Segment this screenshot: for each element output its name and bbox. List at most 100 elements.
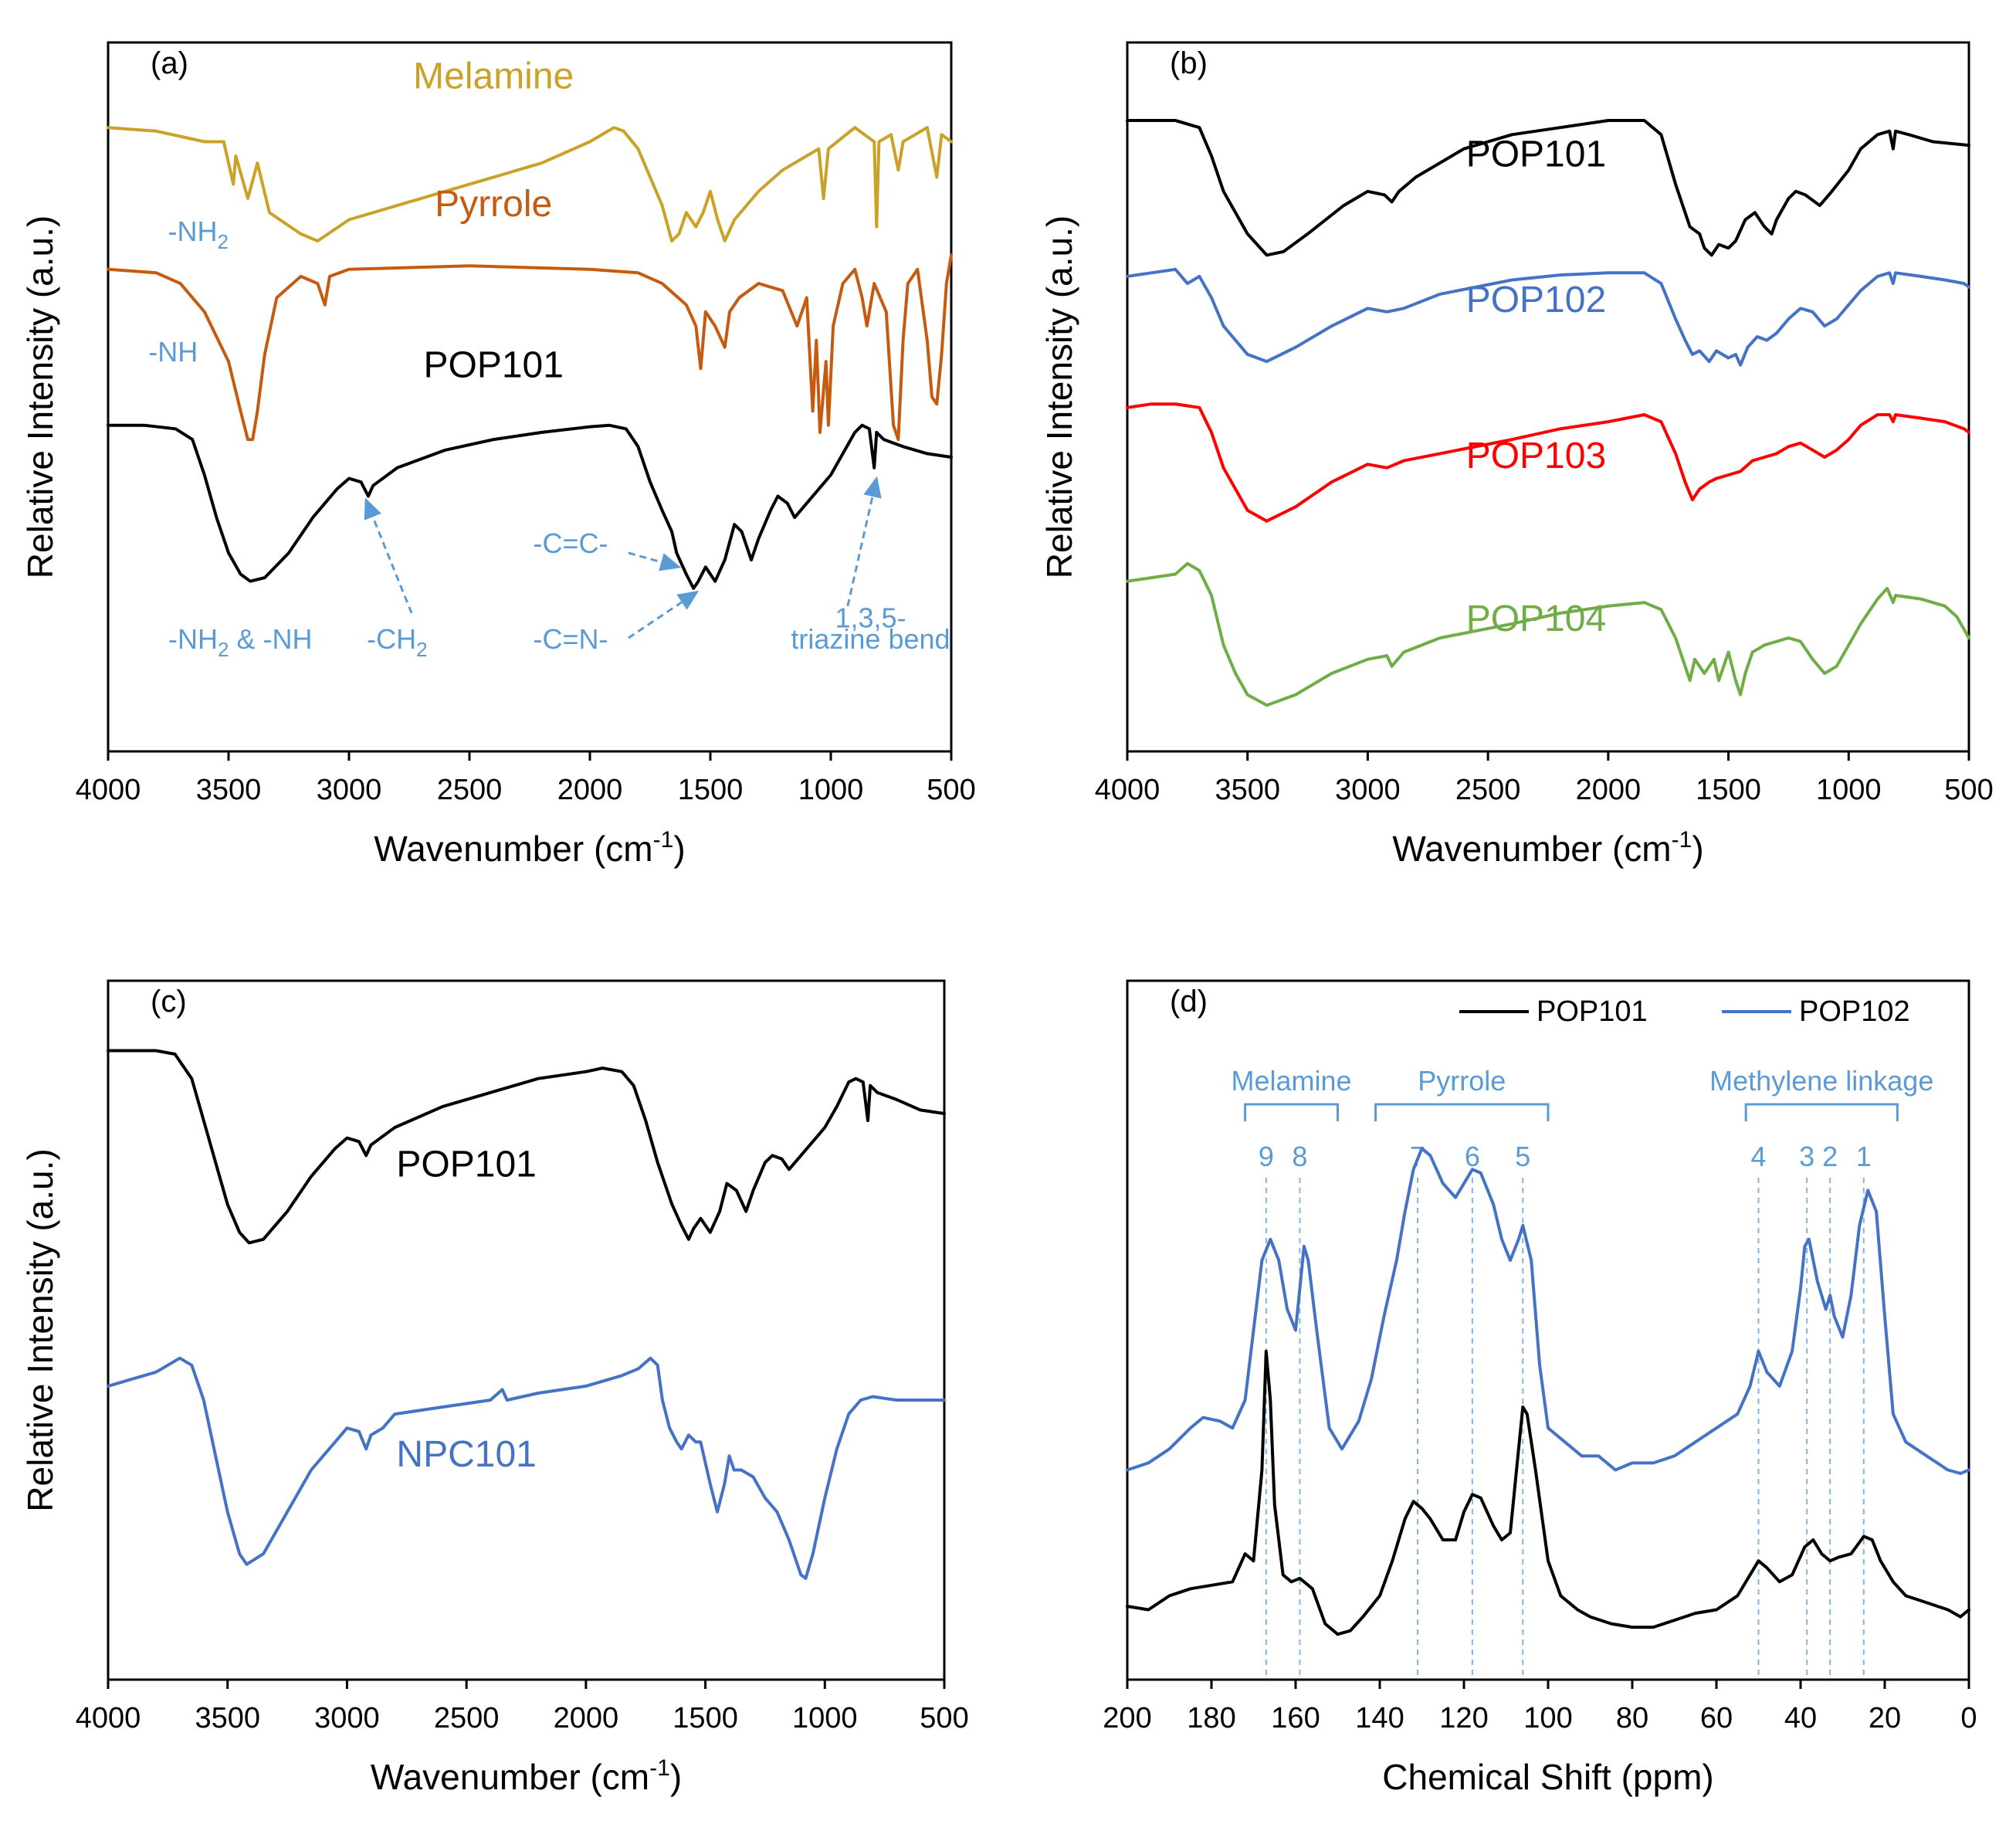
- y-axis-title: Relative Intensity (a.u.): [1039, 215, 1079, 578]
- x-tick-label: 1000: [798, 774, 864, 806]
- group-bracket: [1244, 1103, 1339, 1121]
- x-tick-label: 1000: [1816, 774, 1882, 806]
- plot-frame: [1126, 41, 1970, 753]
- series-label: POP101: [396, 1144, 536, 1185]
- series-label: NPC101: [396, 1434, 536, 1475]
- plot-frame: [107, 979, 946, 1681]
- x-tick-label: 100: [1523, 1702, 1572, 1734]
- annotation-label: -CH2: [367, 623, 427, 661]
- x-tick-label: 180: [1187, 1702, 1235, 1734]
- x-tick-label: 3500: [195, 1702, 260, 1734]
- peak-number: 1: [1856, 1141, 1872, 1172]
- x-axis-title-main: Wavenumber (cm: [1392, 829, 1671, 869]
- annotation-label: -C=C-: [534, 527, 608, 559]
- x-tick-label: 1500: [673, 1702, 738, 1734]
- legend-label: POP102: [1799, 995, 1910, 1028]
- legend-label: POP101: [1537, 995, 1648, 1028]
- x-tick-label: 1500: [1696, 774, 1761, 806]
- peak-number: 8: [1292, 1141, 1307, 1172]
- annotation-arrow: [628, 551, 682, 571]
- panel-letter: (a): [151, 46, 188, 80]
- x-tick-label: 2000: [557, 774, 623, 806]
- annotation-text: -C=N-: [534, 623, 608, 655]
- series-label: POP103: [1466, 436, 1606, 476]
- series-label: Melamine: [413, 56, 574, 97]
- x-tick-label: 200: [1103, 1702, 1151, 1734]
- series-label: POP101: [1466, 134, 1606, 175]
- x-tick-label: 2000: [554, 1702, 619, 1734]
- x-axis-title-main: Wavenumber (cm: [371, 1757, 649, 1797]
- annotation-arrow: [364, 497, 413, 614]
- x-axis-title-sup: -1: [1672, 827, 1692, 853]
- peak-number: 5: [1515, 1141, 1530, 1172]
- annotation-label: 1,3,5-: [835, 602, 906, 633]
- series-line-npc101: [107, 1356, 946, 1580]
- group-bracket: [1374, 1103, 1550, 1121]
- x-tick-label: 3000: [317, 774, 382, 806]
- x-tick-label: 60: [1700, 1702, 1733, 1734]
- annotation-text: triazine bend: [791, 623, 950, 655]
- annotation-arrow: [628, 590, 700, 639]
- x-axis-title-close: ): [1692, 829, 1703, 869]
- annotation-label: triazine bend: [791, 623, 950, 655]
- annotation-label: -NH2 & -NH: [168, 623, 312, 661]
- x-tick-label: 1500: [678, 774, 744, 806]
- x-axis-title-close: ): [673, 829, 685, 869]
- annotation-text: -NH: [148, 336, 198, 368]
- series-label: POP101: [423, 344, 563, 385]
- x-tick-label: 2500: [434, 1702, 500, 1734]
- panel-letter: (b): [1170, 46, 1208, 80]
- x-axis-title-sup: -1: [649, 1755, 670, 1781]
- group-bracket: [1744, 1103, 1899, 1121]
- panel-letter: (d): [1170, 985, 1208, 1019]
- x-tick-label: 1000: [792, 1702, 858, 1734]
- peak-number: 9: [1259, 1141, 1274, 1172]
- peak-number: 4: [1750, 1141, 1766, 1172]
- x-tick-label: 140: [1355, 1702, 1404, 1734]
- x-tick-label: 3000: [314, 1702, 380, 1734]
- plot-frame: [107, 41, 953, 753]
- annotation-text: -C=C-: [534, 527, 608, 559]
- x-tick-label: 2500: [1455, 774, 1521, 806]
- series-label: Pyrrole: [435, 184, 552, 225]
- peak-number: 2: [1822, 1141, 1838, 1172]
- x-tick-label: 0: [1960, 1702, 1977, 1734]
- annotation-text: -NH: [168, 215, 218, 247]
- group-label: Pyrrole: [1418, 1065, 1506, 1097]
- y-axis-title: Relative Intensity (a.u.): [20, 215, 60, 578]
- x-axis-title: Wavenumber (cm-1): [371, 1755, 682, 1797]
- x-tick-label: 500: [927, 774, 975, 806]
- panel-letter: (c): [151, 985, 187, 1019]
- x-axis-title: Chemical Shift (ppm): [1382, 1757, 1713, 1797]
- series-line-pop101: [107, 423, 953, 590]
- x-axis-title-sup: -1: [653, 827, 674, 853]
- x-tick-label: 80: [1616, 1702, 1648, 1734]
- annotation-text: -NH: [168, 623, 218, 655]
- x-tick-label: 20: [1869, 1702, 1901, 1734]
- annotation-text: -CH: [367, 623, 416, 655]
- series-line-pop104: [1126, 561, 1970, 707]
- x-tick-label: 4000: [1095, 774, 1160, 806]
- annotation-label: -NH2: [168, 215, 229, 253]
- x-tick-label: 160: [1271, 1702, 1320, 1734]
- group-label: Methylene linkage: [1709, 1065, 1933, 1097]
- annotation-label: -C=N-: [534, 623, 608, 655]
- panel-a: 4000 3500 3000 2500 2000 1500 1000 500 Wavenumbe…: [20, 41, 976, 869]
- peak-number: 3: [1799, 1141, 1814, 1172]
- x-tick-label: 120: [1439, 1702, 1488, 1734]
- annotation-sub: 2: [218, 230, 229, 253]
- x-axis-title-close: ): [670, 1757, 682, 1797]
- series-label: POP102: [1466, 280, 1606, 320]
- x-tick-label: 2000: [1576, 774, 1642, 806]
- series-line-melamine: [107, 126, 953, 242]
- panel-b: 4000 3500 3000 2500 2000 1500 1000 500 Wavenumbe…: [1039, 41, 1994, 869]
- x-axis-title-main: Wavenumber (cm: [374, 829, 652, 869]
- x-tick-label: 3500: [196, 774, 262, 806]
- series-line-pop101: [107, 1049, 946, 1245]
- annotation-sub: 2: [218, 638, 229, 661]
- series-label: POP104: [1466, 598, 1606, 639]
- series-line-pop102: [1126, 1147, 1970, 1475]
- y-axis-title: Relative Intensity (a.u.): [20, 1148, 60, 1511]
